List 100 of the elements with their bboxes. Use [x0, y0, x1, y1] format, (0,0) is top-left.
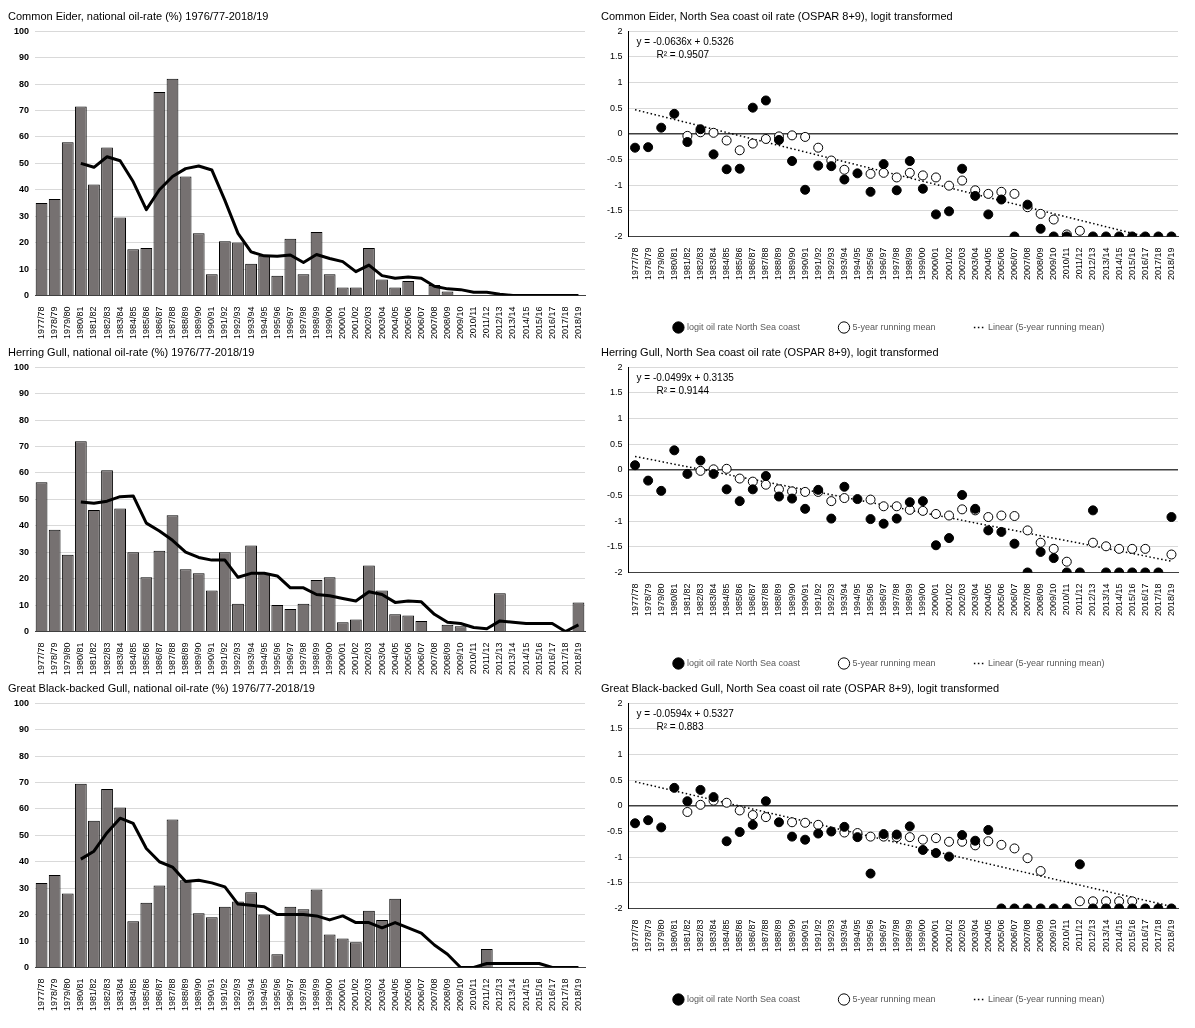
- x-tick-label: 1985/86: [140, 642, 151, 676]
- x-tick-label: 1992/93: [232, 306, 243, 340]
- x-tick-label: 1977/78: [629, 583, 640, 617]
- x-tick-label: 2001/02: [350, 642, 361, 676]
- x-tick-label: 2003/04: [376, 642, 387, 676]
- x-tick-label: 2003/04: [969, 583, 980, 617]
- x-tick-label: 1995/96: [865, 583, 876, 617]
- x-tick-label: 1982/83: [101, 978, 112, 1012]
- y-tick-label: -1.5: [606, 541, 623, 552]
- x-tick-label: 1980/81: [668, 583, 679, 617]
- x-tick-label: 1988/89: [773, 919, 784, 953]
- x-tick-label: 2000/01: [337, 642, 348, 676]
- annotation: R² = 0.9144: [656, 384, 710, 396]
- x-tick-label: 2016/17: [1139, 583, 1150, 617]
- x-tick-label: 1981/82: [88, 978, 99, 1012]
- x-tick-label: 1996/97: [284, 642, 295, 676]
- x-tick-label: 2012/13: [1087, 247, 1098, 281]
- x-tick-label: 2007/08: [428, 642, 439, 676]
- y-tick-label: -0.5: [606, 825, 623, 836]
- x-tick-label: 2004/05: [982, 919, 993, 953]
- y-tick-label: 70: [19, 440, 30, 451]
- x-tick-label: 1985/86: [140, 978, 151, 1012]
- x-tick-label: 2005/06: [995, 583, 1006, 617]
- x-tick-label: 1979/80: [655, 583, 666, 617]
- x-tick-label: 2017/18: [559, 978, 570, 1012]
- x-tick-label: 1996/97: [878, 583, 889, 617]
- x-tick-label: 1988/89: [773, 247, 784, 281]
- x-tick-label: 2008/09: [1035, 919, 1046, 953]
- chart-title: Common Eider, national oil-rate (%) 1976/77-2018/19: [8, 9, 269, 22]
- x-tick-label: 2017/18: [1152, 919, 1163, 953]
- x-tick-label: 2007/08: [1022, 247, 1033, 281]
- x-tick-label: 1979/80: [62, 306, 73, 340]
- x-tick-label: 2005/06: [402, 642, 413, 676]
- x-tick-label: 1987/88: [760, 919, 771, 953]
- x-tick-label: 1990/91: [206, 642, 217, 676]
- x-tick-label: 1999/00: [324, 978, 335, 1012]
- x-tick-label: 1982/83: [694, 247, 705, 281]
- x-tick-label: 1998/99: [904, 247, 915, 281]
- x-tick-label: 2017/18: [559, 642, 570, 676]
- x-tick-label: 1996/97: [878, 919, 889, 953]
- x-tick-label: 2013/14: [507, 978, 518, 1012]
- y-tick-label: 20: [19, 237, 30, 248]
- chart-title: Great Black-backed Gull, national oil-rate (%) 1976/77-2018/19: [8, 681, 315, 694]
- y-tick-label: 0: [617, 800, 623, 811]
- y-tick-label: 1: [617, 77, 623, 87]
- x-tick-label: 1980/81: [75, 978, 86, 1012]
- x-tick-label: 1993/94: [838, 919, 849, 953]
- x-tick-label: 2004/05: [389, 642, 400, 676]
- chart-title: Great Black-backed Gull, North Sea coast oil rate (OSPAR 8+9), logit transformed: [601, 681, 1000, 694]
- x-tick-label: 1986/87: [747, 583, 758, 617]
- x-tick-label: 1999/00: [324, 642, 335, 676]
- x-tick-label: 1977/78: [36, 978, 47, 1012]
- x-tick-label: 1995/96: [271, 978, 282, 1012]
- x-tick-label: 1998/99: [904, 919, 915, 953]
- x-tick-label: 1990/91: [206, 306, 217, 340]
- x-tick-label: 1987/88: [760, 583, 771, 617]
- x-tick-label: 2005/06: [402, 978, 413, 1012]
- y-tick-label: 70: [19, 104, 30, 115]
- x-tick-label: 1986/87: [153, 642, 164, 676]
- x-tick-label: 2009/10: [1048, 583, 1059, 617]
- x-tick-label: 1991/92: [812, 919, 823, 953]
- y-tick-label: 1: [617, 749, 623, 759]
- x-tick-label: 1984/85: [721, 247, 732, 281]
- x-tick-label: 1985/86: [734, 919, 745, 953]
- y-tick-label: 2: [617, 361, 623, 372]
- x-tick-label: 2015/16: [1126, 919, 1137, 953]
- x-tick-label: 2011/12: [1074, 247, 1085, 280]
- x-tick-label: 1987/88: [167, 642, 177, 676]
- legend-label: Linear (5-year running mean): [988, 993, 1105, 1004]
- x-tick-label: 2018/19: [572, 306, 583, 340]
- x-tick-label: 2003/04: [376, 306, 387, 340]
- x-tick-label: 1988/89: [773, 583, 784, 617]
- x-tick-label: 1991/92: [219, 978, 230, 1012]
- x-tick-label: 1983/84: [708, 583, 719, 617]
- x-tick-label: 1992/93: [825, 919, 836, 953]
- legend-label: 5-year running mean: [852, 321, 936, 332]
- x-tick-label: 1993/94: [245, 306, 256, 340]
- y-tick-label: 0: [617, 128, 623, 139]
- x-tick-label: 1984/85: [127, 306, 138, 340]
- x-tick-label: 1997/98: [891, 583, 902, 617]
- x-tick-label: 2018/19: [1165, 583, 1176, 617]
- x-tick-label: 2002/03: [363, 306, 374, 340]
- x-tick-label: 1989/90: [193, 642, 204, 676]
- x-tick-label: 2016/17: [546, 642, 557, 676]
- x-tick-label: 1999/00: [917, 919, 928, 953]
- x-tick-label: 1987/88: [167, 978, 177, 1012]
- x-tick-label: 1994/95: [258, 642, 269, 676]
- y-tick-label: 0.5: [609, 438, 623, 449]
- x-tick-label: 1989/90: [786, 583, 797, 617]
- x-tick-label: 1982/83: [694, 583, 705, 617]
- x-tick-label: 2008/09: [1035, 247, 1046, 281]
- x-tick-label: 2001/02: [350, 978, 361, 1012]
- y-tick-label: 1.5: [609, 51, 623, 62]
- x-tick-label: 1990/91: [799, 583, 810, 617]
- legend-label: Linear (5-year running mean): [988, 321, 1105, 332]
- y-tick-label: 50: [19, 829, 30, 840]
- x-tick-label: 1984/85: [721, 583, 732, 617]
- x-tick-label: 2006/07: [415, 642, 426, 676]
- y-tick-label: 90: [19, 52, 30, 63]
- x-tick-label: 2007/08: [428, 978, 439, 1012]
